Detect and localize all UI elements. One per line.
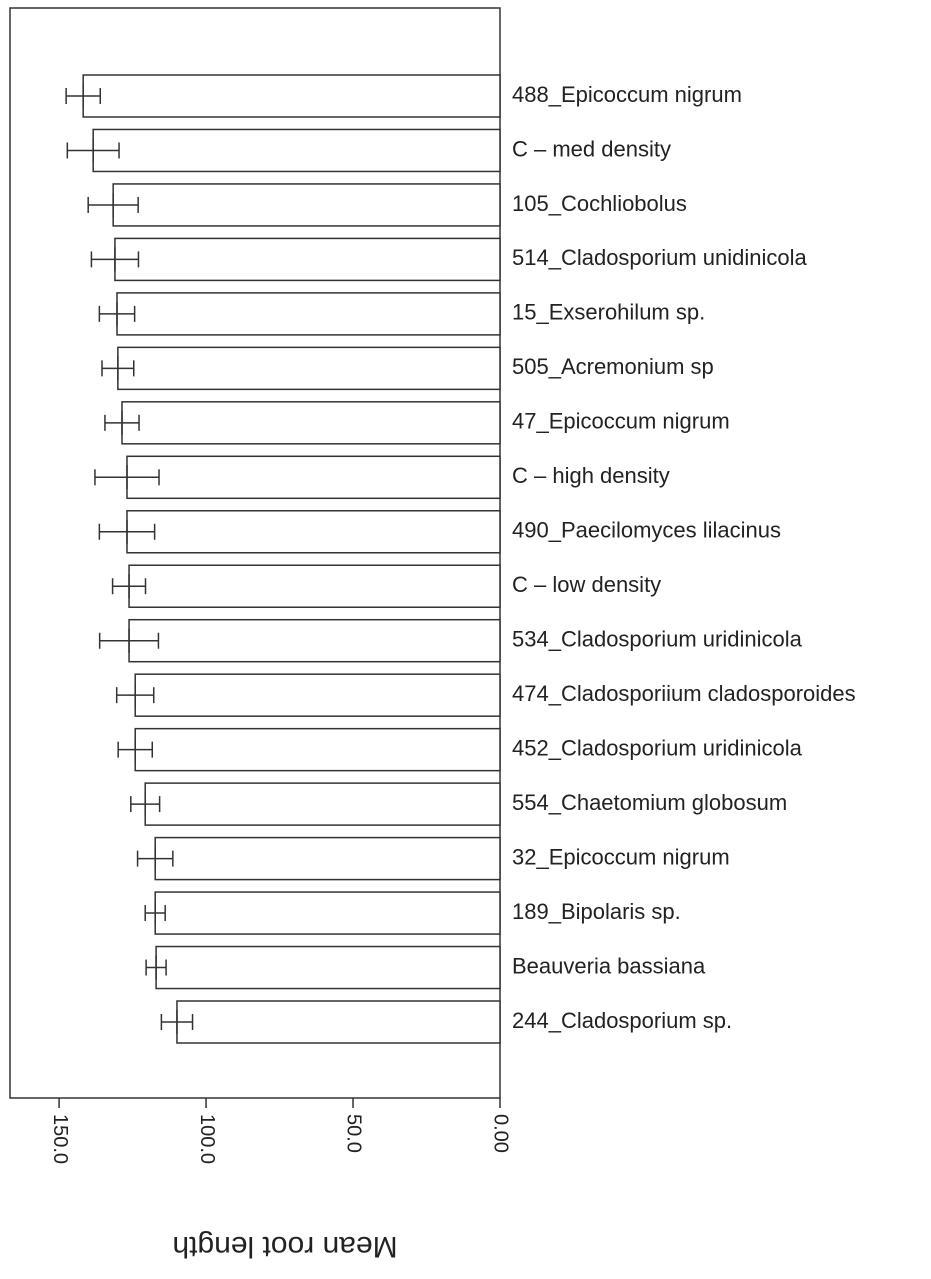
y-tick-label: 488_Epicoccum nigrum [512,82,742,107]
bar [176,1000,501,1044]
y-tick-label: C – high density [512,463,670,488]
bar [154,891,501,935]
bar [92,128,501,173]
bar [121,401,501,445]
bar [128,618,501,663]
y-tick-label: 514_Cladosporium unidinicola [512,245,808,270]
bar [154,836,501,881]
y-tick-label: 47_Epicoccum nigrum [512,409,730,434]
y-tick-label: Beauveria bassiana [512,953,706,978]
y-tick-label: 244_Cladosporium sp. [512,1008,732,1033]
x-tick-label: 50.0 [343,1114,365,1153]
bar [117,346,501,391]
y-tick-label: 534_Cladosporium uridinicola [512,627,803,652]
bar [126,455,501,500]
y-tick-label: 490_Paecilomyces lilacinus [512,518,781,543]
y-tick-label: 505_Acremonium sp [512,354,714,379]
axis-title: Mean root length [172,1230,397,1263]
y-tick-label: 15_Exserohilum sp. [512,300,705,325]
bar [114,237,501,282]
y-tick-label: C – low density [512,572,661,597]
bar [126,510,501,554]
y-tick-label: C – med density [512,136,671,161]
x-tick-label: 100.0 [196,1114,218,1164]
y-tick-label: 474_Cladosporiium cladosporoides [512,681,856,706]
bar [144,782,501,826]
bar [82,74,501,118]
bar [112,183,501,227]
y-tick-label: 452_Cladosporium uridinicola [512,735,803,760]
x-tick-label: 0.00 [490,1114,512,1153]
y-tick-label: 32_Epicoccum nigrum [512,844,730,869]
bar [155,945,501,990]
y-tick-label: 189_Bipolaris sp. [512,899,681,924]
y-tick-label: 105_Cochliobolus [512,191,687,216]
bar [116,292,501,336]
x-tick-label: 150.0 [49,1114,71,1164]
bar [134,727,501,772]
bar [134,673,501,717]
bar [128,564,501,608]
y-tick-label: 554_Chaetomium globosum [512,790,787,815]
